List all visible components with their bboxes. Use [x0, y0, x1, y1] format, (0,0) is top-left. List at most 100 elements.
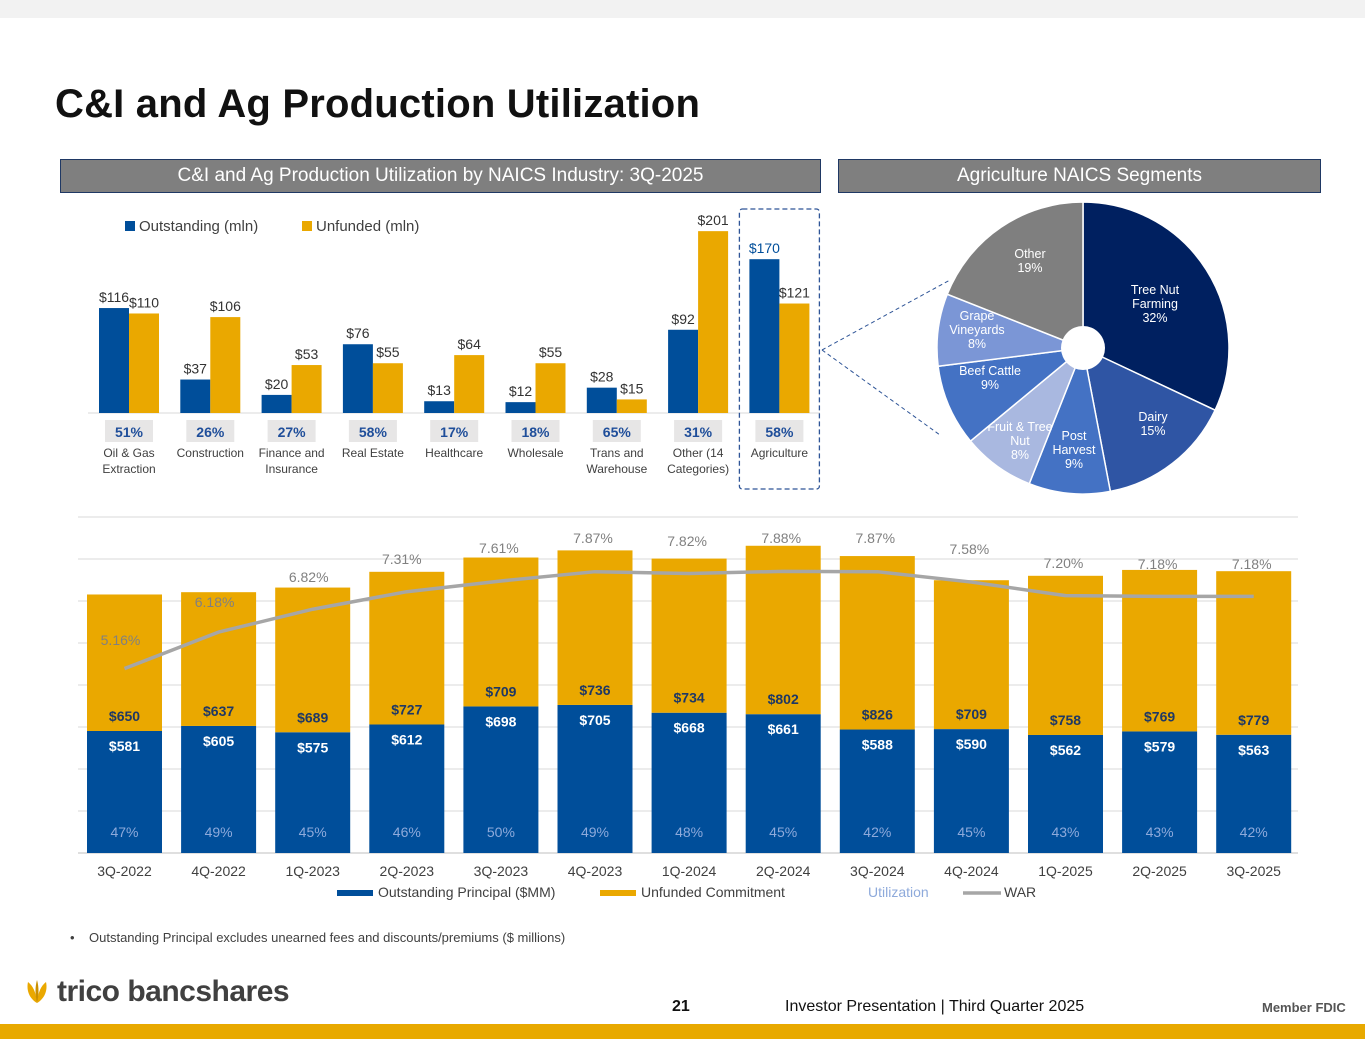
unfunded-value-label: $709	[485, 683, 516, 699]
unfunded-bar	[372, 363, 403, 413]
unfunded-value-label: $734	[674, 690, 705, 706]
unfunded-value-label: $826	[862, 707, 893, 723]
utilization-box	[348, 420, 397, 442]
category-label: Other (14	[673, 446, 724, 460]
pie-slice-label: Dairy	[1138, 410, 1168, 424]
utilization-box	[430, 420, 479, 442]
pie-center-hole	[1061, 326, 1105, 370]
utilization-label: 45%	[299, 824, 327, 840]
industry-utilization-chart: Outstanding (mln) Unfunded (mln) $116 $110 5…	[88, 208, 821, 490]
company-logo: trico bancshares	[22, 975, 290, 1009]
footnote: • Outstanding Principal excludes unearne…	[70, 930, 565, 945]
war-label: 7.18%	[1138, 556, 1178, 572]
quarterly-utilization-chart: $581 $650 47% 3Q-2022 $605 $637 49% 4Q-2022 $575…	[78, 516, 1298, 900]
outstanding-bar	[275, 732, 351, 853]
unfunded-bar	[557, 550, 633, 705]
legend-label-war: WAR	[1004, 884, 1036, 900]
left-section-header: C&I and Ag Production Utilization by NAI…	[60, 159, 821, 193]
pie-slice-label: Grape	[960, 309, 995, 323]
utilization-label: 49%	[581, 824, 609, 840]
legend-label-unfunded: Unfunded Commitment	[641, 884, 785, 900]
quarter-label: 4Q-2024	[944, 863, 999, 879]
utilization-label: 31%	[684, 424, 713, 440]
pie-slice-label: Tree Nut	[1131, 283, 1180, 297]
quarter-label: 3Q-2024	[850, 863, 905, 879]
war-label: 7.20%	[1044, 555, 1084, 571]
utilization-label: 65%	[603, 424, 632, 440]
utilization-label: 27%	[278, 424, 307, 440]
unfunded-bar	[839, 556, 915, 730]
right-section-header: Agriculture NAICS Segments	[838, 159, 1321, 193]
outstanding-value-label: $575	[297, 739, 328, 755]
utilization-box	[186, 420, 235, 442]
legend-label-unfunded: Unfunded (mln)	[316, 218, 419, 235]
outstanding-bar	[424, 401, 455, 413]
category-label: Healthcare	[425, 446, 483, 460]
unfunded-bar	[651, 558, 727, 713]
unfunded-label: $64	[458, 336, 482, 352]
utilization-box	[592, 420, 641, 442]
utilization-label: 17%	[440, 424, 469, 440]
utilization-label: 49%	[205, 824, 233, 840]
legend-swatch-unfunded	[302, 221, 312, 231]
pie-slice-label: 9%	[981, 378, 999, 392]
unfunded-label: $106	[210, 298, 241, 314]
war-label: 7.31%	[382, 551, 422, 567]
pie-slice	[937, 346, 1086, 443]
unfunded-value-label: $802	[768, 691, 799, 707]
utilization-box	[105, 420, 153, 442]
utilization-label: 58%	[359, 424, 388, 440]
utilization-label: 26%	[196, 424, 225, 440]
outstanding-value-label: $563	[1238, 742, 1269, 758]
outstanding-bar	[557, 704, 633, 853]
unfunded-bar	[535, 363, 566, 413]
legend-label-utilization: Utilization	[868, 884, 929, 900]
quarter-label: 2Q-2023	[380, 863, 435, 879]
outstanding-value-label: $705	[579, 712, 610, 728]
utilization-box	[674, 420, 723, 442]
category-label: Categories)	[667, 462, 729, 476]
pie-slice-label: 9%	[1065, 457, 1083, 471]
category-label: Construction	[177, 446, 244, 460]
pie-slice-label: Nut	[1010, 434, 1030, 448]
pie-slice-label: 8%	[968, 337, 986, 351]
pie-slice-label: 8%	[1011, 448, 1029, 462]
pie-slice-label: Other	[1014, 247, 1045, 261]
quarter-label: 1Q-2023	[285, 863, 340, 879]
quarter-label: 2Q-2025	[1132, 863, 1187, 879]
unfunded-label: $121	[779, 285, 810, 301]
category-label: Oil & Gas	[103, 446, 154, 460]
outstanding-bar	[749, 259, 780, 413]
utilization-box	[755, 420, 804, 442]
outstanding-bar	[180, 379, 211, 413]
top-bar	[0, 0, 1365, 18]
outstanding-bar	[99, 308, 129, 413]
category-label: Wholesale	[507, 446, 563, 460]
outstanding-bar	[1122, 731, 1198, 853]
unfunded-bar	[275, 587, 351, 733]
category-label: Real Estate	[342, 446, 404, 460]
category-label: Finance and	[259, 446, 325, 460]
outstanding-value-label: $581	[109, 738, 140, 754]
war-label: 5.16%	[101, 632, 141, 648]
agriculture-highlight-box	[738, 208, 821, 490]
utilization-label: 48%	[675, 824, 703, 840]
outstanding-value-label: $661	[768, 721, 799, 737]
unfunded-label: $55	[376, 344, 400, 360]
war-label: 7.58%	[950, 541, 990, 557]
category-label: Trans and	[590, 446, 644, 460]
war-label: 6.18%	[195, 594, 235, 610]
outstanding-value-label: $698	[485, 713, 516, 729]
unfunded-bar	[1216, 571, 1292, 735]
outstanding-bar	[505, 402, 536, 413]
unfunded-bar	[210, 317, 241, 413]
outstanding-bar	[181, 725, 257, 853]
utilization-label: 50%	[487, 824, 515, 840]
unfunded-bar	[454, 355, 485, 413]
utilization-label: 42%	[863, 824, 891, 840]
pie-slice	[1082, 201, 1230, 412]
logo-text: trico bancshares	[57, 975, 290, 1008]
pie-slice	[1081, 346, 1217, 493]
pie-slice-label: 19%	[1017, 261, 1042, 275]
unfunded-bar	[933, 580, 1009, 730]
